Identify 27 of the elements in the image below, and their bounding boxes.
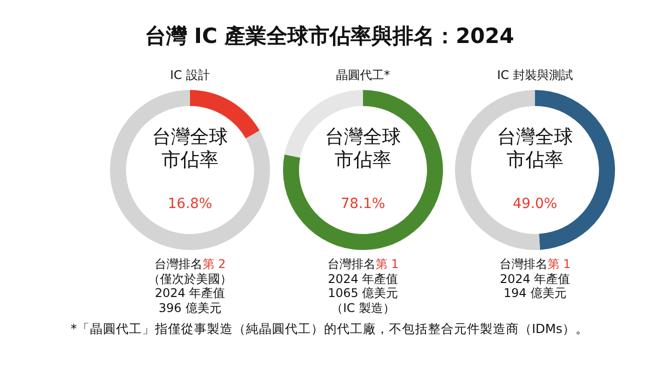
text: （IC 製造）	[330, 300, 396, 316]
text: 16.8%	[166, 196, 214, 212]
text: 台灣全球市佔率	[496, 126, 574, 172]
text: 194 億美元	[502, 285, 568, 302]
text: 台灣排名	[327, 257, 376, 271]
chart-title: IC 封裝與測試	[496, 67, 574, 84]
text: 台灣 IC 產業全球市佔率與排名：2024	[144, 23, 516, 50]
text: 49.0%	[512, 196, 558, 212]
chart-title: 晶圓代工*	[335, 67, 391, 84]
text: 第 2	[202, 257, 226, 271]
text: 台灣排名	[154, 257, 202, 271]
text: （僅次於美國）	[147, 270, 233, 287]
text: 396 億美元	[158, 300, 222, 316]
text: 台灣排名	[499, 257, 548, 271]
donut-slice	[110, 90, 270, 250]
text: 台灣全球市佔率	[324, 126, 402, 172]
text: 台灣全球市佔率	[151, 126, 229, 172]
text: *「晶圓代工」指僅從事製造（純晶圓代工）的代工廠，不包括整合元件製造商（IDMs）。	[70, 321, 590, 338]
donut-slice	[283, 90, 443, 250]
text: 78.1%	[340, 196, 386, 212]
text: 第 1	[547, 257, 571, 271]
chart-title: IC 設計	[169, 67, 211, 84]
text: 第 1	[375, 257, 399, 271]
text: 2024 年產值	[154, 285, 226, 302]
text: 2024 年產值	[498, 270, 572, 286]
text: 2024 年產值	[326, 270, 400, 286]
text: 1065 億美元	[326, 285, 400, 302]
